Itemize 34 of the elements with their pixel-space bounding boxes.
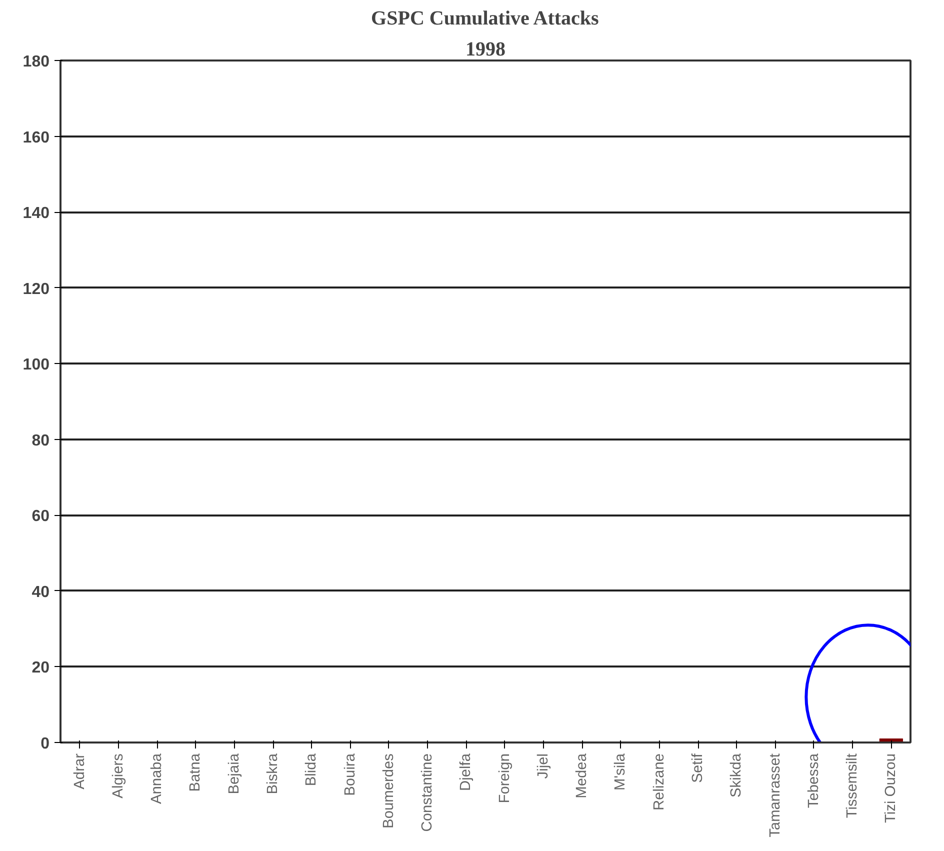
y-tick-label: 0	[40, 736, 50, 752]
x-tick-label: Bejaia	[226, 752, 242, 794]
x-tick-label: Relizane	[651, 754, 668, 811]
y-tick-label: 40	[32, 584, 50, 601]
y-tick-label: 180	[22, 54, 50, 70]
x-tick-label: Bouira	[342, 752, 358, 796]
x-tick-label: Blida	[304, 752, 320, 786]
x-tick-label: Skikda	[728, 752, 745, 798]
y-tick-label: 160	[22, 129, 50, 146]
y-tick-label: 140	[22, 205, 50, 222]
y-tick-label: 100	[22, 356, 50, 374]
x-tick-label: Constantine	[420, 753, 436, 832]
y-tick-label: 20	[32, 660, 50, 677]
x-tick-label: Batna	[188, 752, 204, 792]
x-tick-label: Tizi Ouzou	[883, 753, 900, 824]
chart-title: GSPC Cumulative Attacks	[371, 8, 600, 30]
y-tick-label: 60	[32, 508, 50, 526]
x-tick-label: Annaba	[149, 752, 166, 804]
y-tick-label: 80	[32, 432, 50, 450]
x-tick-label: Boumerdes	[380, 753, 397, 828]
x-tick-label: Djelfa	[458, 752, 474, 791]
x-tick-label: Tissemsilt	[844, 754, 861, 818]
x-tick-label: Biskra	[265, 752, 281, 794]
x-tick-label: Foreign	[496, 753, 513, 804]
x-tick-label: Jijel	[535, 754, 552, 779]
x-tick-label: Algiers	[110, 753, 126, 798]
x-tick-label: Tebessa	[806, 752, 822, 808]
x-tick-label: Adrar	[72, 753, 88, 790]
x-tick-label: M'sila	[612, 752, 629, 790]
y-tick-label: 120	[22, 280, 50, 298]
x-tick-label: Tamanrasset	[767, 753, 784, 838]
x-tick-label: Setif	[690, 752, 706, 783]
chart-subtitle: 1998	[466, 38, 506, 60]
x-tick-label: Medea	[574, 752, 590, 798]
